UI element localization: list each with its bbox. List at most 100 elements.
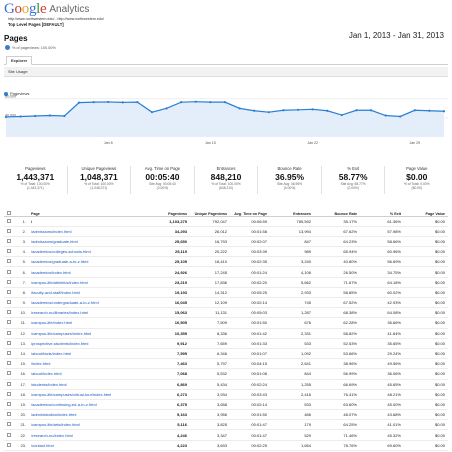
row-checkbox[interactable]: [4, 307, 15, 319]
row-checkbox[interactable]: [4, 409, 15, 421]
header-page-value[interactable]: Page Value: [404, 206, 448, 217]
row-page-link[interactable]: /admissions/graduate.html: [28, 236, 146, 248]
select-all-checkbox[interactable]: [4, 206, 15, 217]
row-checkbox[interactable]: [4, 277, 15, 288]
row-checkbox[interactable]: [4, 348, 15, 360]
chart-point[interactable]: [92, 101, 95, 104]
header-avg-time[interactable]: Avg. Time on Page: [230, 206, 270, 217]
row-page-link[interactable]: /academics/undergraduate-a-to-z.html: [28, 297, 146, 309]
chart-point[interactable]: [428, 109, 431, 112]
row-page-link[interactable]: /admissions/index.html: [28, 226, 146, 237]
row-checkbox[interactable]: [4, 440, 15, 451]
row-page-link[interactable]: /index.html: [28, 358, 146, 370]
row-checkbox[interactable]: [4, 246, 15, 258]
row-checkbox[interactable]: [4, 328, 15, 339]
row-checkbox[interactable]: [4, 287, 15, 299]
row-page-link[interactable]: /about/facts/index.html: [28, 348, 146, 360]
row-page-link[interactable]: /academics/colleges-schools.html: [28, 246, 146, 258]
row-checkbox[interactable]: [4, 368, 15, 380]
logo-letter: l: [36, 1, 41, 17]
chart-point[interactable]: [442, 110, 446, 113]
header-exit[interactable]: % Exit: [360, 206, 404, 217]
row-page-link[interactable]: /contact.html: [28, 440, 146, 451]
row-checkbox[interactable]: [4, 389, 15, 400]
chart-point[interactable]: [399, 115, 402, 118]
row-page-link[interactable]: /administration/index.html: [28, 409, 146, 421]
header-entrances[interactable]: Entrances: [270, 206, 314, 217]
row-page-link[interactable]: /faculty-and-staff/index.html: [28, 287, 146, 299]
chart-point[interactable]: [384, 114, 387, 117]
chart-point[interactable]: [340, 113, 343, 117]
row-page-value: $0.00: [404, 358, 448, 370]
scorecard-sub: % of Total: 100.00%: [211, 182, 241, 186]
row-checkbox[interactable]: [4, 399, 15, 411]
row-page-link[interactable]: /academics/continuing-ed-a-to-z.html: [28, 399, 146, 411]
scorecard-value: $0.00: [406, 172, 428, 182]
chart-point[interactable]: [355, 109, 358, 112]
row-checkbox[interactable]: [4, 429, 15, 441]
row-page-link[interactable]: /research-nu/libraries/index.html: [28, 307, 146, 319]
chart-point[interactable]: [238, 107, 241, 110]
chart-point[interactable]: [150, 111, 154, 114]
chart-point[interactable]: [296, 108, 300, 111]
row-page-link[interactable]: /campus-life/campuses/virtual-tour/index…: [28, 389, 146, 400]
table-row: 19./academics/continuing-ed-a-to-z.html 6…: [4, 399, 448, 411]
row-checkbox[interactable]: [4, 266, 15, 278]
row-checkbox[interactable]: [4, 379, 15, 390]
chart-point[interactable]: [34, 114, 37, 118]
chart-point[interactable]: [121, 101, 124, 104]
subnav-site-usage[interactable]: Site Usage: [8, 69, 28, 74]
chart-point[interactable]: [253, 109, 256, 112]
chart-point[interactable]: [136, 101, 139, 104]
row-checkbox[interactable]: [4, 317, 15, 329]
chart-point[interactable]: [19, 115, 22, 118]
chart-point[interactable]: [223, 101, 227, 104]
header-pageviews[interactable]: Pageviews: [146, 206, 190, 217]
row-page-link[interactable]: /academics/graduate-a-to-z.html: [28, 256, 146, 268]
row-page-link[interactable]: /research-nu/index.html: [28, 429, 146, 441]
chart-point[interactable]: [4, 115, 8, 119]
row-page-link[interactable]: /campus-life/campuses/index.html: [28, 328, 146, 339]
chart-point[interactable]: [63, 114, 66, 118]
chart-point[interactable]: [209, 101, 212, 104]
chart-point[interactable]: [107, 100, 110, 104]
row-entrances: 2,933: [270, 287, 314, 299]
row-page-link[interactable]: /students/index.html: [28, 379, 146, 390]
chart-point[interactable]: [77, 101, 81, 104]
chart-point[interactable]: [326, 109, 329, 112]
header-bounce-rate[interactable]: Bounce Rate: [314, 206, 360, 217]
row-unique-pageviews: 3,956: [190, 409, 230, 421]
row-page-link[interactable]: /academics/index.html: [28, 266, 146, 278]
header-page[interactable]: Page: [28, 206, 146, 217]
row-checkbox[interactable]: [4, 216, 15, 227]
chart-point[interactable]: [180, 101, 183, 104]
row-checkbox[interactable]: [4, 256, 15, 268]
row-page-link[interactable]: /: [28, 216, 146, 227]
chart-point[interactable]: [369, 109, 373, 112]
row-entrances: 1,255: [270, 379, 314, 390]
chart-point[interactable]: [267, 111, 270, 114]
chart-point[interactable]: [282, 109, 285, 112]
row-page-link[interactable]: /about/index.html: [28, 368, 146, 380]
row-page-link[interactable]: /prospective-students/index.html: [28, 338, 146, 349]
row-checkbox[interactable]: [4, 419, 15, 431]
row-checkbox[interactable]: [4, 338, 15, 349]
row-page-link[interactable]: /campus-life/arts/index.html: [28, 419, 146, 431]
chart-point[interactable]: [48, 114, 51, 117]
date-range-selector[interactable]: Jan 1, 2013 - Jan 31, 2013: [348, 31, 444, 40]
row-checkbox[interactable]: [4, 297, 15, 309]
chart-point[interactable]: [165, 107, 168, 110]
row-checkbox[interactable]: [4, 226, 15, 237]
chart-point[interactable]: [311, 108, 314, 111]
row-page-value: $0.00: [404, 297, 448, 309]
row-page-link[interactable]: /campus-life/index.html: [28, 317, 146, 329]
row-checkbox[interactable]: [4, 358, 15, 370]
tab-explorer[interactable]: Explorer: [6, 56, 33, 65]
row-checkbox[interactable]: [4, 236, 15, 248]
row-page-link[interactable]: /campus-life/athletics/index.html: [28, 277, 146, 288]
google-logo-text: Google: [4, 1, 47, 17]
chart-point[interactable]: [194, 100, 197, 103]
header-unique-pageviews[interactable]: Unique Pageviews: [190, 206, 230, 217]
checkbox-icon: [7, 218, 11, 223]
chart-point[interactable]: [413, 109, 416, 112]
